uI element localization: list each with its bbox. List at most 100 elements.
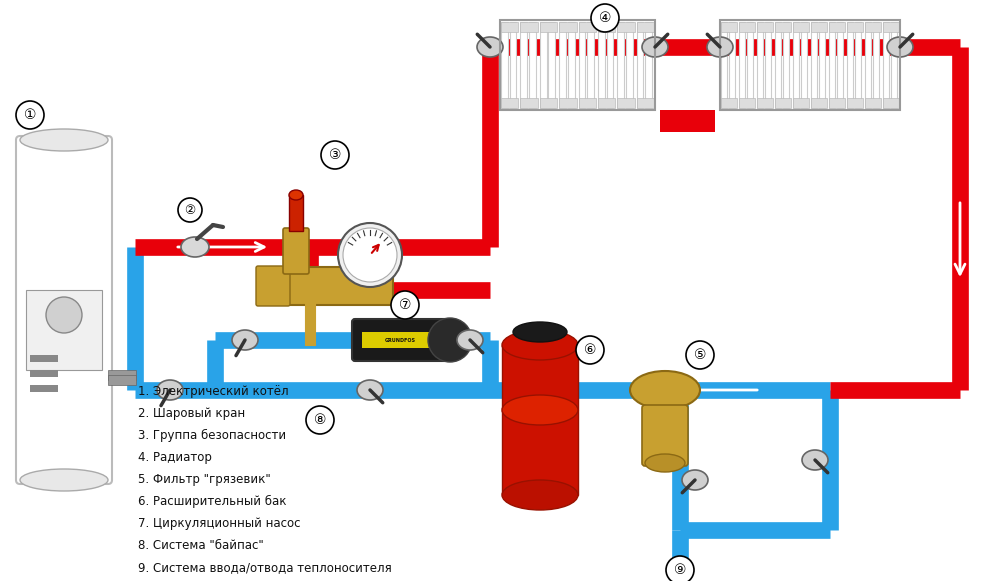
Bar [289, 195, 303, 231]
Bar [847, 22, 853, 108]
Bar [637, 98, 654, 108]
Circle shape [686, 341, 714, 369]
Bar [607, 22, 613, 108]
Bar [757, 98, 773, 108]
Circle shape [343, 228, 397, 282]
Ellipse shape [181, 237, 209, 257]
Bar [559, 22, 566, 108]
Ellipse shape [477, 37, 503, 57]
Bar [540, 22, 547, 108]
Bar [548, 22, 555, 108]
FancyBboxPatch shape [283, 228, 309, 274]
Text: ⑨: ⑨ [674, 563, 686, 577]
Bar [559, 22, 576, 32]
Bar [108, 375, 136, 385]
Bar [757, 22, 763, 108]
Text: 2. Шаровый кран: 2. Шаровый кран [138, 407, 245, 420]
Bar [739, 22, 755, 32]
Bar [793, 22, 799, 108]
Bar [30, 370, 58, 377]
Ellipse shape [707, 37, 733, 57]
Bar [587, 22, 594, 108]
Bar [847, 98, 863, 108]
Bar [501, 22, 518, 32]
FancyBboxPatch shape [16, 136, 112, 484]
Ellipse shape [630, 371, 700, 409]
Text: ①: ① [24, 108, 36, 122]
Ellipse shape [157, 380, 183, 400]
Bar [811, 98, 827, 108]
Bar [829, 22, 845, 32]
FancyBboxPatch shape [352, 319, 448, 361]
Circle shape [46, 297, 82, 333]
Circle shape [576, 336, 604, 364]
Ellipse shape [357, 380, 383, 400]
Text: 7. Циркуляционный насос: 7. Циркуляционный насос [138, 517, 300, 530]
Bar [829, 98, 845, 108]
Bar [721, 22, 727, 108]
Bar [637, 22, 654, 32]
Bar [578, 98, 596, 108]
Bar [540, 98, 557, 108]
Bar [811, 22, 817, 108]
Bar [568, 22, 575, 108]
Bar [108, 370, 136, 380]
Bar [883, 22, 889, 108]
Ellipse shape [502, 480, 578, 510]
Bar [757, 22, 773, 32]
Bar [637, 22, 643, 108]
Bar [891, 22, 897, 108]
Bar [883, 22, 899, 32]
Bar [626, 22, 633, 108]
Bar [362, 332, 438, 348]
Bar [501, 22, 508, 108]
Text: 9. Система ввода/отвода теплоносителя: 9. Система ввода/отвода теплоносителя [138, 561, 392, 574]
Text: ⑤: ⑤ [694, 348, 706, 362]
Circle shape [321, 141, 349, 169]
FancyBboxPatch shape [642, 405, 688, 466]
Ellipse shape [20, 469, 108, 491]
Text: 4. Радиатор: 4. Радиатор [138, 451, 212, 464]
Bar [775, 22, 781, 108]
Ellipse shape [645, 454, 685, 472]
Bar [819, 22, 825, 108]
Bar [837, 22, 843, 108]
Bar [721, 22, 737, 32]
Bar [30, 355, 58, 362]
Ellipse shape [502, 395, 578, 425]
Bar [720, 20, 900, 110]
Bar [500, 20, 655, 110]
Bar [829, 22, 835, 108]
Ellipse shape [289, 190, 303, 200]
Bar [578, 22, 585, 108]
Bar [883, 98, 899, 108]
Text: 3. Группа безопасности: 3. Группа безопасности [138, 429, 286, 442]
Bar [865, 22, 881, 32]
Text: 8. Система "байпас": 8. Система "байпас" [138, 539, 264, 552]
Text: ⑦: ⑦ [399, 298, 411, 312]
Text: ②: ② [184, 203, 196, 217]
Circle shape [591, 4, 619, 32]
Circle shape [428, 318, 472, 362]
Text: ⑥: ⑥ [584, 343, 596, 357]
Bar [775, 22, 791, 32]
Circle shape [178, 198, 202, 222]
Bar [765, 22, 771, 108]
Bar [660, 110, 715, 132]
Bar [783, 22, 789, 108]
Text: 1. Электрический котёл: 1. Электрический котёл [138, 385, 289, 398]
Bar [559, 98, 576, 108]
Bar [598, 98, 615, 108]
Bar [540, 22, 557, 32]
Bar [529, 22, 536, 108]
FancyBboxPatch shape [256, 266, 290, 306]
Bar [645, 22, 652, 108]
Bar [873, 22, 879, 108]
Bar [865, 98, 881, 108]
Bar [811, 22, 827, 32]
Bar [729, 22, 735, 108]
Bar [747, 22, 753, 108]
Bar [617, 98, 635, 108]
Bar [793, 98, 809, 108]
Bar [855, 22, 861, 108]
